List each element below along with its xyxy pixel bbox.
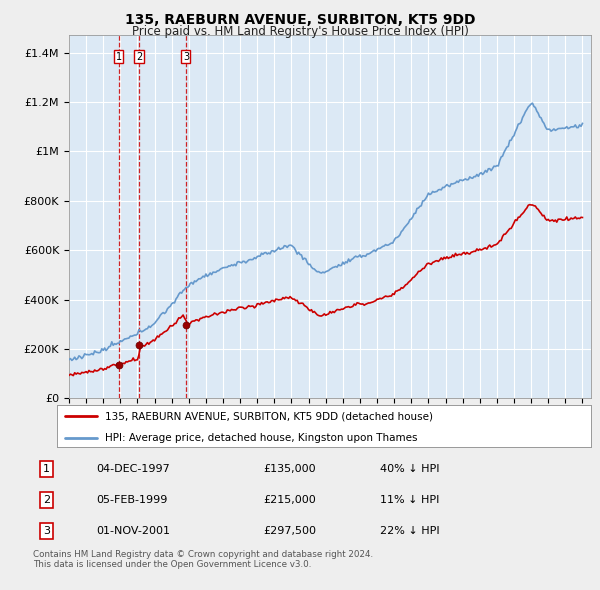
Text: 40% ↓ HPI: 40% ↓ HPI xyxy=(380,464,439,474)
Text: 2: 2 xyxy=(136,52,142,62)
Text: 1: 1 xyxy=(116,52,122,62)
Text: 3: 3 xyxy=(43,526,50,536)
Text: 04-DEC-1997: 04-DEC-1997 xyxy=(97,464,170,474)
Text: 1: 1 xyxy=(43,464,50,474)
Text: 3: 3 xyxy=(183,52,189,62)
Text: 135, RAEBURN AVENUE, SURBITON, KT5 9DD (detached house): 135, RAEBURN AVENUE, SURBITON, KT5 9DD (… xyxy=(105,411,433,421)
Text: 135, RAEBURN AVENUE, SURBITON, KT5 9DD: 135, RAEBURN AVENUE, SURBITON, KT5 9DD xyxy=(125,13,475,27)
Text: 2: 2 xyxy=(43,495,50,505)
Text: Contains HM Land Registry data © Crown copyright and database right 2024.
This d: Contains HM Land Registry data © Crown c… xyxy=(33,550,373,569)
Text: Price paid vs. HM Land Registry's House Price Index (HPI): Price paid vs. HM Land Registry's House … xyxy=(131,25,469,38)
Text: £297,500: £297,500 xyxy=(263,526,316,536)
Text: £135,000: £135,000 xyxy=(263,464,316,474)
Text: 01-NOV-2001: 01-NOV-2001 xyxy=(97,526,170,536)
Text: 05-FEB-1999: 05-FEB-1999 xyxy=(97,495,168,505)
Text: £215,000: £215,000 xyxy=(263,495,316,505)
Text: HPI: Average price, detached house, Kingston upon Thames: HPI: Average price, detached house, King… xyxy=(105,433,418,443)
Text: 11% ↓ HPI: 11% ↓ HPI xyxy=(380,495,439,505)
Text: 22% ↓ HPI: 22% ↓ HPI xyxy=(380,526,439,536)
